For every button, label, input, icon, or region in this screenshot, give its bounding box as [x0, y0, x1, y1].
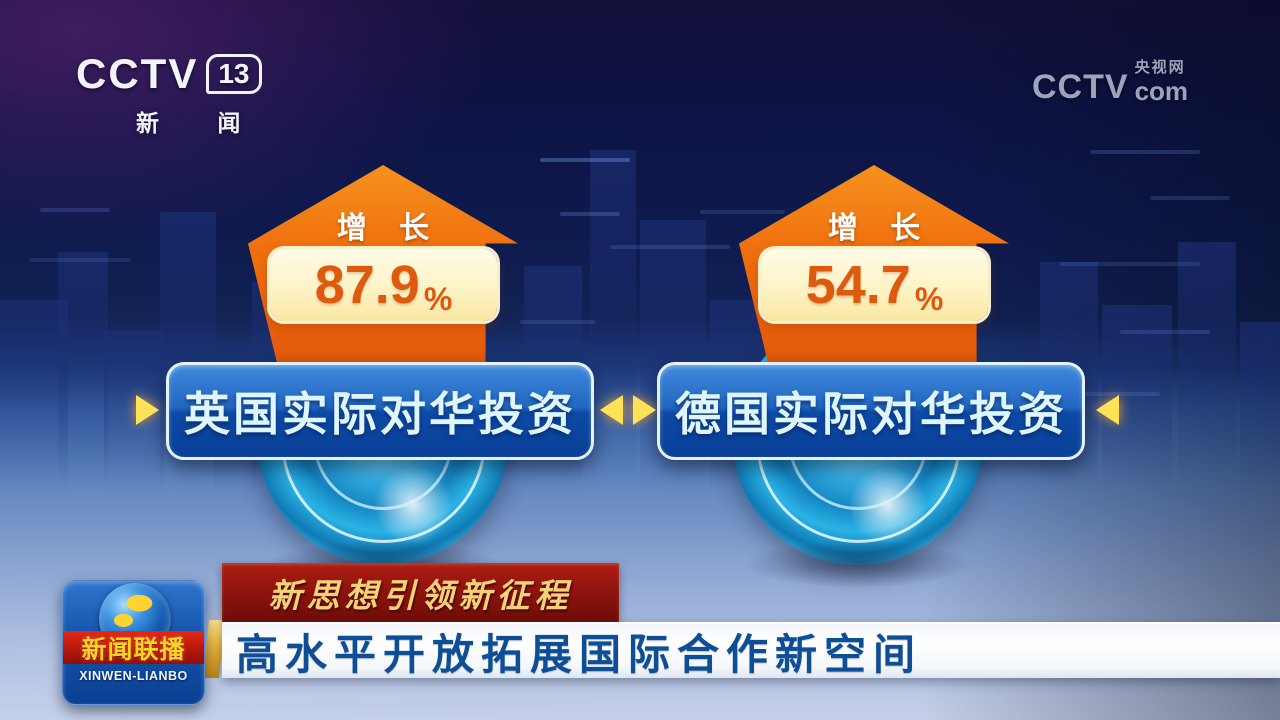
cctv-com-watermark: CCTV 央视网 com [1032, 56, 1188, 104]
slogan-text: 新思想引领新征程 [268, 578, 573, 615]
percent-value-uk: 87.9 [314, 255, 420, 315]
headline-text: 高水平开放拓展国际合作新空间 [236, 630, 923, 678]
growth-label-germany: 增 长 [827, 212, 933, 245]
building-silhouette [590, 150, 636, 498]
building-silhouette [1240, 322, 1280, 498]
triangle-left-icon [1096, 395, 1119, 425]
right-disc-shadow [733, 538, 983, 590]
light-streak [1120, 330, 1210, 334]
light-streak [1150, 196, 1230, 200]
badge-romanized: XINWEN-LIANBO [79, 669, 188, 683]
light-streak [1040, 392, 1160, 396]
badge-title-strip: 新闻联播 [63, 631, 204, 664]
growth-label-uk: 增 长 [336, 212, 442, 245]
slogan-banner: 新思想引领新征程 [222, 563, 619, 622]
percent-box-germany: 54.7 % [761, 249, 988, 321]
building-silhouette [58, 252, 108, 498]
category-box-uk: 英国实际对华投资 [166, 362, 594, 460]
light-streak [610, 245, 730, 249]
headline-banner: 高水平开放拓展国际合作新空间 [222, 622, 1280, 678]
watermark-site-name: 央视网 [1134, 59, 1186, 76]
triangle-right-icon [633, 395, 656, 425]
watermark-cctv-wordmark: CCTV [1032, 68, 1129, 106]
xinwen-lianbo-badge: 新闻联播 XINWEN-LIANBO [62, 580, 205, 705]
badge-title: 新闻联播 [81, 635, 186, 664]
light-streak [1060, 262, 1200, 266]
cctv-wordmark: CCTV [76, 50, 199, 97]
watermark-com: com [1134, 76, 1189, 106]
category-label-uk: 英国实际对华投资 [184, 388, 576, 440]
building-silhouette [0, 300, 68, 500]
building-silhouette [1178, 242, 1236, 498]
triangle-right-icon [136, 395, 159, 425]
triangle-left-icon [600, 395, 623, 425]
light-streak [520, 320, 595, 324]
percent-sign-uk: % [423, 281, 453, 317]
percent-value-germany: 54.7 [805, 255, 911, 315]
category-box-germany: 德国实际对华投资 [657, 362, 1085, 460]
light-streak [30, 258, 130, 262]
percent-sign-germany: % [914, 281, 944, 317]
light-streak [560, 212, 620, 216]
light-streak [40, 208, 110, 212]
percent-box-uk: 87.9 % [270, 249, 497, 321]
channel-number-badge: 13 [206, 54, 262, 94]
channel-subtitle: 新 闻 [136, 110, 267, 136]
light-streak [540, 158, 630, 162]
category-label-germany: 德国实际对华投资 [675, 388, 1067, 440]
light-streak [700, 210, 785, 214]
light-streak [1090, 150, 1200, 154]
cctv13-logo: CCTV 13 新 闻 [76, 50, 266, 138]
